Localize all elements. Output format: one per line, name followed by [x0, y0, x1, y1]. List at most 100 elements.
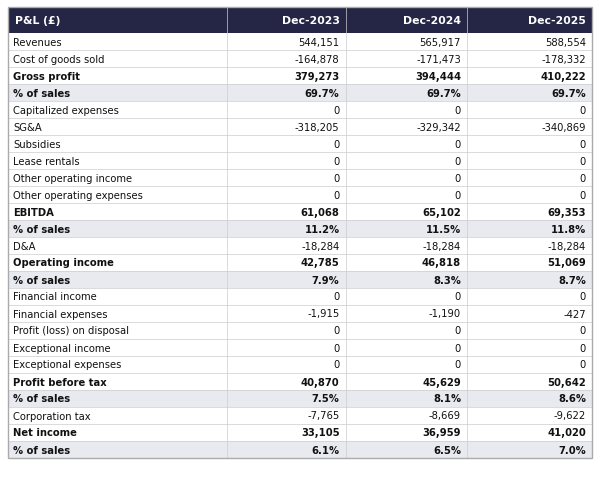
Text: 42,785: 42,785 — [301, 258, 340, 268]
Bar — [8, 136, 592, 153]
Text: 0: 0 — [580, 190, 586, 200]
Text: -1,190: -1,190 — [429, 309, 461, 319]
Text: 0: 0 — [455, 292, 461, 302]
Text: 0: 0 — [580, 105, 586, 115]
Bar — [8, 339, 592, 356]
Text: 0: 0 — [334, 105, 340, 115]
Text: 6.1%: 6.1% — [311, 444, 340, 455]
Text: 394,444: 394,444 — [415, 72, 461, 81]
Text: 0: 0 — [334, 190, 340, 200]
Text: 0: 0 — [580, 173, 586, 183]
Text: -9,622: -9,622 — [554, 411, 586, 420]
Text: 565,917: 565,917 — [419, 37, 461, 48]
Text: 7.0%: 7.0% — [558, 444, 586, 455]
Text: 0: 0 — [580, 360, 586, 370]
Text: Dec-2024: Dec-2024 — [403, 16, 461, 26]
Bar — [8, 85, 592, 102]
Bar — [8, 288, 592, 305]
Text: Dec-2025: Dec-2025 — [528, 16, 586, 26]
Text: 0: 0 — [455, 190, 461, 200]
Text: -8,669: -8,669 — [429, 411, 461, 420]
Text: 0: 0 — [455, 105, 461, 115]
Text: -427: -427 — [563, 309, 586, 319]
Text: 50,642: 50,642 — [547, 377, 586, 387]
Text: 69.7%: 69.7% — [551, 88, 586, 98]
Text: 0: 0 — [455, 156, 461, 166]
Bar — [8, 187, 592, 204]
Text: Profit (loss) on disposal: Profit (loss) on disposal — [13, 326, 129, 336]
Bar — [8, 271, 592, 288]
Text: 0: 0 — [334, 173, 340, 183]
Text: 0: 0 — [334, 360, 340, 370]
Text: 8.3%: 8.3% — [433, 275, 461, 285]
Text: 51,069: 51,069 — [547, 258, 586, 268]
Bar — [8, 102, 592, 119]
Text: 0: 0 — [455, 343, 461, 353]
Text: 65,102: 65,102 — [422, 207, 461, 217]
Text: 0: 0 — [455, 173, 461, 183]
Text: 36,959: 36,959 — [422, 428, 461, 438]
Text: 0: 0 — [580, 326, 586, 336]
Text: 410,222: 410,222 — [541, 72, 586, 81]
Text: -329,342: -329,342 — [416, 122, 461, 132]
Text: 0: 0 — [334, 156, 340, 166]
Text: -164,878: -164,878 — [295, 54, 340, 64]
Bar — [8, 204, 592, 220]
Text: Subsidies: Subsidies — [13, 139, 61, 149]
Text: 8.7%: 8.7% — [558, 275, 586, 285]
Bar — [8, 390, 592, 407]
Text: 61,068: 61,068 — [301, 207, 340, 217]
Text: 0: 0 — [455, 360, 461, 370]
Text: Exceptional income: Exceptional income — [13, 343, 110, 353]
Bar — [8, 407, 592, 424]
Text: Financial expenses: Financial expenses — [13, 309, 107, 319]
Bar — [8, 51, 592, 68]
Text: % of sales: % of sales — [13, 394, 70, 404]
Text: 0: 0 — [580, 139, 586, 149]
Text: 0: 0 — [334, 343, 340, 353]
Text: Exceptional expenses: Exceptional expenses — [13, 360, 121, 370]
Bar — [8, 220, 592, 238]
Text: % of sales: % of sales — [13, 275, 70, 285]
Bar — [8, 119, 592, 136]
Text: 6.5%: 6.5% — [433, 444, 461, 455]
Text: 0: 0 — [455, 139, 461, 149]
Text: -7,765: -7,765 — [307, 411, 340, 420]
Bar — [8, 441, 592, 458]
Text: 40,870: 40,870 — [301, 377, 340, 387]
Bar — [8, 68, 592, 85]
Text: P&L (£): P&L (£) — [15, 16, 61, 26]
Text: SG&A: SG&A — [13, 122, 42, 132]
Text: 544,151: 544,151 — [298, 37, 340, 48]
Bar — [8, 254, 592, 271]
Text: Other operating expenses: Other operating expenses — [13, 190, 143, 200]
Text: 45,629: 45,629 — [422, 377, 461, 387]
Text: Profit before tax: Profit before tax — [13, 377, 107, 387]
Text: 11.5%: 11.5% — [426, 224, 461, 234]
Text: % of sales: % of sales — [13, 88, 70, 98]
Text: 11.8%: 11.8% — [551, 224, 586, 234]
Text: Financial income: Financial income — [13, 292, 97, 302]
Bar — [8, 238, 592, 254]
Text: 7.5%: 7.5% — [311, 394, 340, 404]
Text: -340,869: -340,869 — [542, 122, 586, 132]
Bar — [8, 323, 592, 339]
Text: -18,284: -18,284 — [301, 241, 340, 251]
Bar — [8, 8, 592, 34]
Text: 0: 0 — [334, 326, 340, 336]
Text: 69.7%: 69.7% — [426, 88, 461, 98]
Text: 0: 0 — [334, 139, 340, 149]
Bar — [8, 34, 592, 51]
Text: 0: 0 — [455, 326, 461, 336]
Text: Capitalized expenses: Capitalized expenses — [13, 105, 119, 115]
Text: 41,020: 41,020 — [547, 428, 586, 438]
Text: 8.1%: 8.1% — [433, 394, 461, 404]
Text: -18,284: -18,284 — [423, 241, 461, 251]
Text: 11.2%: 11.2% — [304, 224, 340, 234]
Text: 7.9%: 7.9% — [312, 275, 340, 285]
Text: Operating income: Operating income — [13, 258, 114, 268]
Bar — [8, 356, 592, 373]
Text: 33,105: 33,105 — [301, 428, 340, 438]
Text: -178,332: -178,332 — [541, 54, 586, 64]
Text: 69,353: 69,353 — [548, 207, 586, 217]
